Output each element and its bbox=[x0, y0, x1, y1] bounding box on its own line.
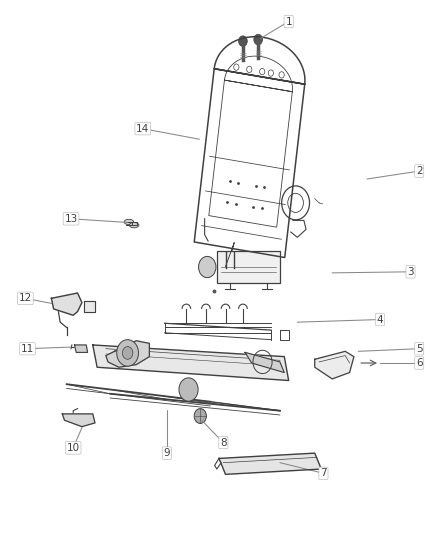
Text: 7: 7 bbox=[320, 469, 327, 478]
Circle shape bbox=[239, 36, 247, 46]
FancyBboxPatch shape bbox=[217, 251, 280, 284]
Polygon shape bbox=[62, 414, 95, 426]
Text: 11: 11 bbox=[21, 344, 34, 354]
Ellipse shape bbox=[129, 222, 139, 228]
Text: 10: 10 bbox=[67, 443, 80, 453]
Polygon shape bbox=[219, 453, 321, 474]
Polygon shape bbox=[106, 341, 149, 367]
Text: 2: 2 bbox=[416, 166, 423, 176]
Text: 1: 1 bbox=[285, 17, 292, 27]
Text: 13: 13 bbox=[64, 214, 78, 224]
Text: 3: 3 bbox=[407, 267, 414, 277]
Circle shape bbox=[179, 378, 198, 401]
Text: 14: 14 bbox=[136, 124, 149, 134]
Circle shape bbox=[122, 346, 133, 359]
Polygon shape bbox=[315, 351, 354, 379]
Circle shape bbox=[254, 34, 262, 45]
Polygon shape bbox=[51, 293, 82, 316]
Circle shape bbox=[198, 256, 216, 278]
Text: 9: 9 bbox=[163, 448, 170, 458]
Polygon shape bbox=[93, 345, 289, 381]
Ellipse shape bbox=[124, 219, 134, 224]
Text: 6: 6 bbox=[416, 358, 423, 368]
Circle shape bbox=[194, 409, 206, 423]
Circle shape bbox=[117, 340, 138, 366]
Polygon shape bbox=[74, 345, 88, 352]
Polygon shape bbox=[245, 352, 284, 373]
Polygon shape bbox=[84, 301, 95, 312]
Text: 5: 5 bbox=[416, 344, 423, 354]
Text: 8: 8 bbox=[220, 438, 226, 448]
Text: 12: 12 bbox=[19, 293, 32, 303]
Text: 4: 4 bbox=[377, 314, 383, 325]
